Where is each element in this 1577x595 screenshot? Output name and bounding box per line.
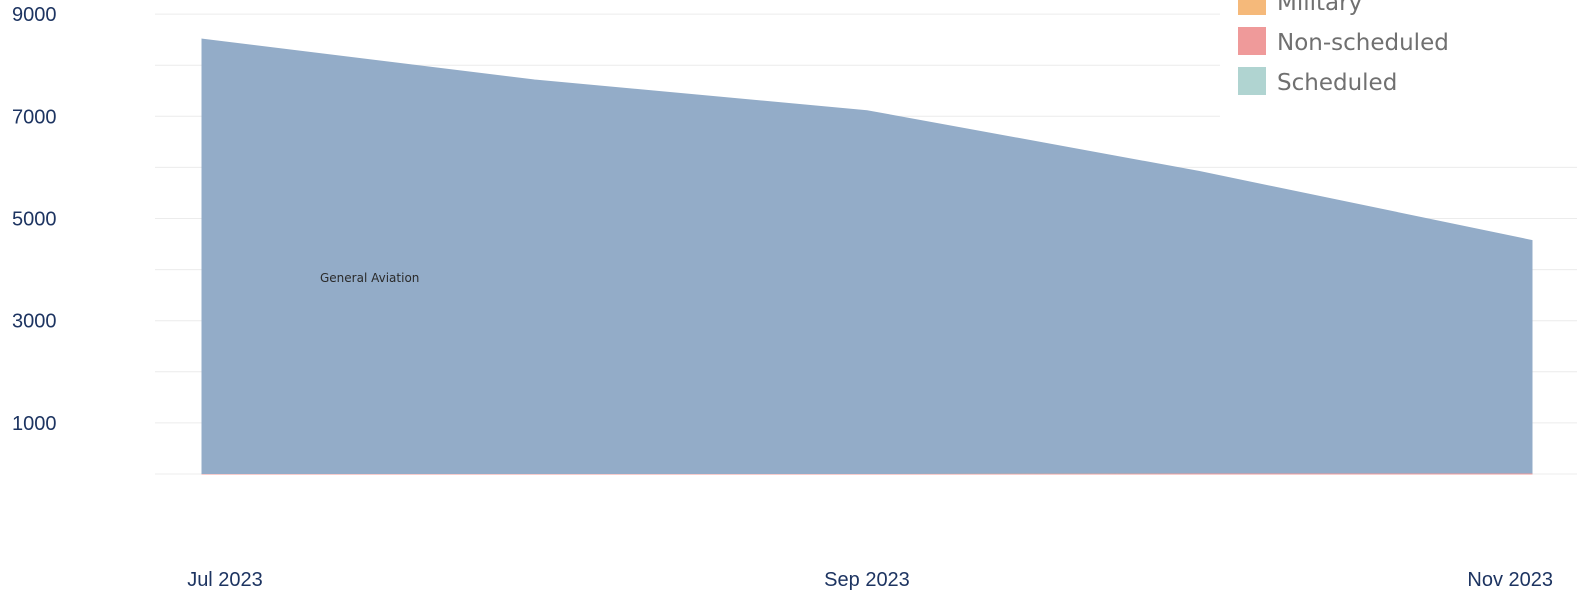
legend-swatch-non-scheduled bbox=[1238, 27, 1266, 55]
y-tick-label: 9000 bbox=[12, 4, 57, 26]
y-tick-label: 5000 bbox=[12, 209, 57, 231]
y-tick-label: 3000 bbox=[12, 311, 57, 333]
label-layer: 1000 3000 5000 7000 9000 Jul 2023 Sep 2023 Nov … bbox=[12, 4, 1553, 591]
area-series-layer bbox=[201, 38, 1533, 475]
legend-background bbox=[1220, 0, 1577, 118]
legend-label-non-scheduled: Non-scheduled bbox=[1277, 30, 1449, 56]
y-tick-label: 1000 bbox=[12, 413, 57, 435]
legend[interactable]: Military Non-scheduled Scheduled bbox=[1220, 0, 1577, 118]
area-label-general-aviation: General Aviation bbox=[320, 271, 419, 285]
legend-label-scheduled: Scheduled bbox=[1277, 70, 1397, 96]
x-tick-label: Nov 2023 bbox=[1467, 569, 1553, 591]
area-general-aviation bbox=[201, 38, 1533, 474]
legend-label-military: Military bbox=[1277, 0, 1362, 16]
x-tick-label: Sep 2023 bbox=[824, 569, 910, 591]
legend-swatch-scheduled bbox=[1238, 67, 1266, 95]
y-tick-label: 7000 bbox=[12, 106, 57, 128]
legend-swatch-military bbox=[1238, 0, 1266, 15]
x-tick-label: Jul 2023 bbox=[187, 569, 263, 591]
